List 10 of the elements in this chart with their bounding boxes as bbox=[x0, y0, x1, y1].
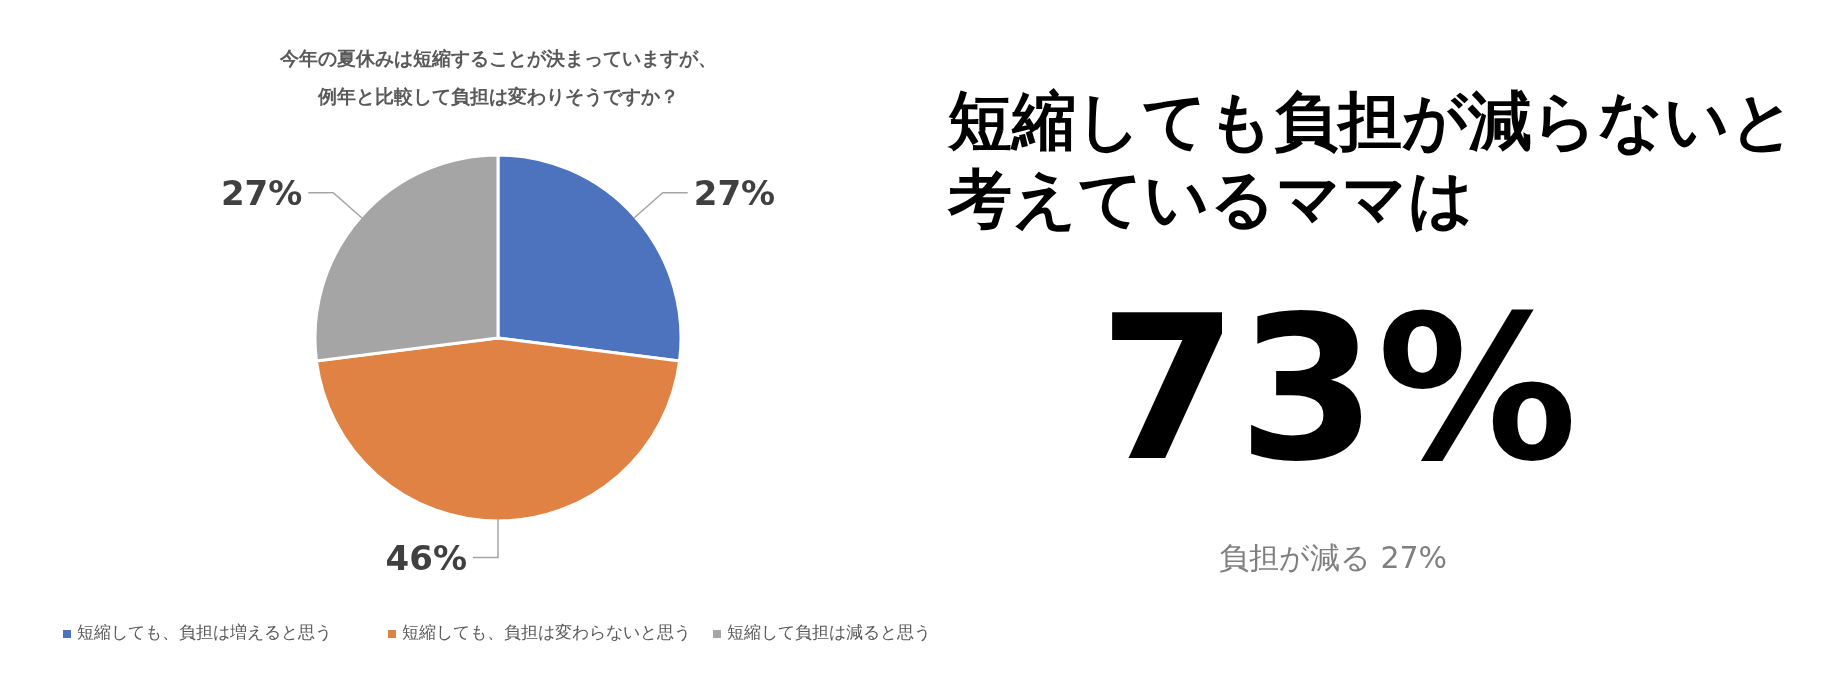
legend-label: 短縮しても、負担は増えると思う bbox=[77, 622, 332, 642]
data-label: 46% bbox=[385, 537, 467, 578]
text: 73% bbox=[1098, 272, 1578, 505]
text: 負担が減る 27% bbox=[1218, 540, 1448, 575]
legend-label: 短縮して負担は減ると思う bbox=[727, 622, 931, 642]
chart-title: 今年の夏休みは短縮することが決まっていますが、例年と比較して負担は変わりそうですか？ bbox=[278, 47, 717, 108]
legend-label: 短縮しても、負担は変わらないと思う bbox=[402, 622, 691, 642]
data-label: 27% bbox=[220, 172, 303, 213]
text: 短縮しても負担が減らないと考えているママは bbox=[947, 84, 1796, 236]
data-label: 27% bbox=[693, 172, 776, 213]
